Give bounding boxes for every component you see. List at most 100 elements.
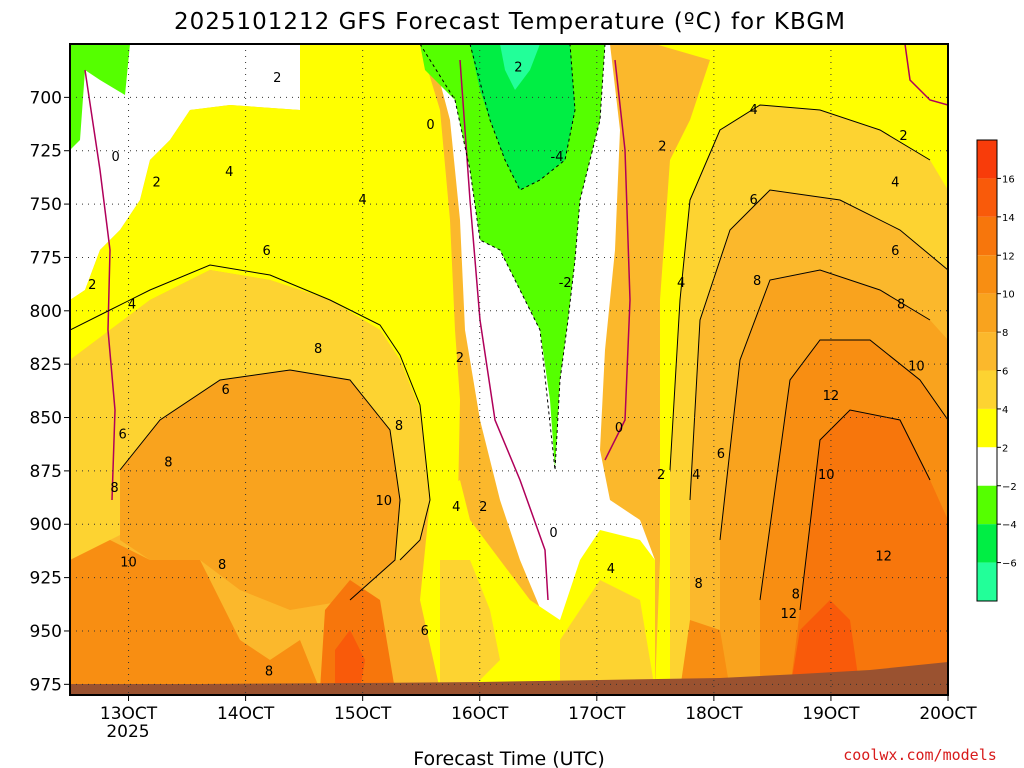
ground <box>70 662 948 695</box>
colorbar-bin <box>977 332 997 371</box>
x-tick-label: 19OCT <box>802 704 860 724</box>
chart-title: 2025101212 GFS Forecast Temperature (ºC)… <box>174 9 846 35</box>
contour-label: 6 <box>119 428 127 443</box>
contour-label: 4 <box>225 165 233 180</box>
band-neg4-neg2-left <box>70 44 130 150</box>
contour-label: 4 <box>692 468 700 483</box>
band-8-10-left <box>120 370 400 610</box>
contour-label: 2 <box>152 176 160 191</box>
colorbar-tick-label: 8 <box>1002 328 1008 339</box>
contour-label: 0 <box>426 118 434 133</box>
contour-label: 2 <box>273 71 281 86</box>
x-tick-label: 20OCT <box>919 704 977 724</box>
contour-4-right <box>669 104 931 471</box>
credit-text: coolwx.com/models <box>843 746 997 764</box>
contour-label: 10 <box>120 556 137 571</box>
band-10-12-right-low <box>680 620 730 690</box>
colorbar-tick-label: −2 <box>1002 482 1017 493</box>
y-tick-label: 900 <box>30 515 62 535</box>
contour-label: 8 <box>164 455 172 470</box>
contour-label: 8 <box>792 588 800 603</box>
colorbar-tick-label: 2 <box>1002 443 1008 454</box>
contour-label: 6 <box>222 383 230 398</box>
y-tick-label: 875 <box>30 462 62 482</box>
contour-lines <box>70 44 948 611</box>
contour-label: 6 <box>717 447 725 462</box>
contour-label: 8 <box>265 665 273 680</box>
contour-label: -2 <box>559 276 572 291</box>
band-10-12-left <box>70 540 320 690</box>
colorbar-tick-label: 10 <box>1002 290 1015 301</box>
contour-label: 4 <box>891 176 899 191</box>
colorbar-tick-label: 14 <box>1002 213 1015 224</box>
contour-label: 2 <box>479 500 487 515</box>
x-axis-title: Forecast Time (UTC) <box>413 748 604 768</box>
zero-contour-far-right <box>904 44 948 106</box>
colorbar-bin <box>977 447 997 486</box>
zero-contour-central <box>459 59 549 601</box>
colorbar-bin <box>977 408 997 448</box>
contour-label: 4 <box>750 103 758 118</box>
contour-label: 0 <box>549 526 557 541</box>
contour-label: 8 <box>897 297 905 312</box>
contour-label: 6 <box>750 193 758 208</box>
contour-label: 10 <box>375 494 392 509</box>
colorbar-bin <box>977 485 997 525</box>
contour-label: 8 <box>395 419 403 434</box>
temperature-field <box>70 44 948 695</box>
contour-label: 8 <box>110 481 118 496</box>
contour-label: 8 <box>218 558 226 573</box>
band-14-16-right <box>790 600 860 690</box>
x-tick-label: 15OCT <box>334 704 392 724</box>
contour-label: 0 <box>615 421 623 436</box>
y-tick-label: 975 <box>30 675 62 695</box>
colorbar-bin <box>977 255 997 294</box>
colorbar-tick-label: −6 <box>1002 559 1017 570</box>
colorbar-tick-label: −4 <box>1002 520 1017 531</box>
contour-label: 4 <box>607 562 615 577</box>
contour-label: 6 <box>891 244 899 259</box>
contour-8-right <box>719 269 931 541</box>
contour-label: 2 <box>658 139 666 154</box>
y-tick-label: 775 <box>30 248 62 268</box>
contour-label: 6 <box>263 244 271 259</box>
colorbar-bin <box>977 524 997 563</box>
y-tick-label: 725 <box>30 142 62 162</box>
x-tick-label: 18OCT <box>685 704 743 724</box>
contour-label: 2 <box>88 278 96 293</box>
colorbar-tick-label: 4 <box>1002 405 1008 416</box>
y-tick-label: 700 <box>30 88 62 108</box>
contour-label: 12 <box>875 549 892 564</box>
y-tick-label: 825 <box>30 355 62 375</box>
x-tick-label: 14OCT <box>217 704 275 724</box>
contour-8-left <box>119 369 401 601</box>
band-14-16-mid <box>335 630 365 690</box>
contour-label: 2 <box>657 468 665 483</box>
y-tick-label: 850 <box>30 409 62 429</box>
colorbar-bin <box>977 562 997 601</box>
colorbar-bin <box>977 178 997 217</box>
contour-label: 0 <box>112 150 120 165</box>
band-4-6-central-low2 <box>560 580 655 690</box>
band-neg8-neg6 <box>500 44 540 90</box>
contour-label: 12 <box>823 389 840 404</box>
contour-label: 4 <box>677 276 685 291</box>
contour-label: 2 <box>899 129 907 144</box>
x-tick-label: 16OCT <box>451 704 509 724</box>
zero-contour-left <box>84 69 116 501</box>
contour-label: 10 <box>908 359 925 374</box>
y-axis: 700 725 750 775 800 825 850 875 900 925 950 975 <box>30 88 70 695</box>
band-neg2-2 <box>70 44 300 300</box>
contour-label: 2 <box>456 351 464 366</box>
y-tick-label: 800 <box>30 302 62 322</box>
x-tick-label: 13OCT <box>100 704 158 724</box>
contour-label: 6 <box>421 624 429 639</box>
colorbar-tick-label: 6 <box>1002 367 1008 378</box>
contour-label: 4 <box>128 297 136 312</box>
colorbar-bin <box>977 293 997 333</box>
y-tick-label: 925 <box>30 569 62 589</box>
contour-label: 8 <box>753 274 761 289</box>
contour-label: 10 <box>818 468 835 483</box>
x-tick-label: 17OCT <box>568 704 626 724</box>
